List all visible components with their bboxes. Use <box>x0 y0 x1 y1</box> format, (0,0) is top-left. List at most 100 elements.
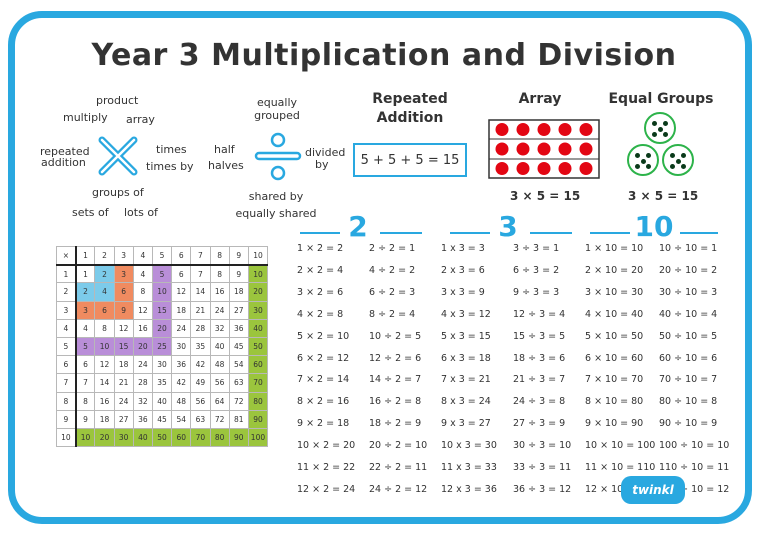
word-sets-of: sets of <box>72 206 109 219</box>
table-fact: 30 ÷ 10 = 3 <box>659 286 718 298</box>
grid-row-header: 5 <box>55 336 77 357</box>
array-dot <box>537 162 551 175</box>
table-3-number: 3 <box>498 210 518 243</box>
table-fact: 10 x 3 = 30 <box>441 440 497 452</box>
grid-cell: 81 <box>228 409 249 429</box>
equal-groups-equation: 3 × 5 = 15 <box>628 189 699 203</box>
grid-column-header: 10 <box>247 245 269 266</box>
table-fact: 22 ÷ 2 = 11 <box>369 462 428 474</box>
table-10-multiplication-column: 1 × 10 = 10 2 × 10 = 20 3 × 10 = 30 4 × 10 … <box>585 238 655 501</box>
grid-cell: 42 <box>171 373 192 393</box>
table-fact: 70 ÷ 10 = 7 <box>659 374 718 386</box>
grid-corner: × <box>55 245 77 266</box>
table-fact: 10 × 2 = 20 <box>297 440 356 452</box>
table-10-division-column: 10 ÷ 10 = 1 20 ÷ 10 = 2 30 ÷ 10 = 3 40 ÷ 10… <box>659 238 729 501</box>
table-fact: 6 ÷ 2 = 3 <box>369 286 416 298</box>
word-multiply: multiply <box>63 111 108 124</box>
word-groups-of: groups of <box>92 186 144 199</box>
grid-cell: 72 <box>228 391 249 411</box>
table-fact: 10 ÷ 2 = 5 <box>369 330 422 342</box>
grid-column-header: 4 <box>132 245 153 266</box>
table-fact: 8 × 10 = 80 <box>585 396 644 408</box>
table-3-rule-right <box>530 232 572 234</box>
table-fact: 2 × 10 = 20 <box>585 264 644 276</box>
array-dot <box>516 162 530 175</box>
table-fact: 40 ÷ 10 = 4 <box>659 308 718 320</box>
table-fact: 5 × 2 = 10 <box>297 330 350 342</box>
grid-cell: 54 <box>171 409 192 429</box>
word-grouped: grouped <box>254 109 300 122</box>
grid-row-header: 10 <box>55 427 77 448</box>
table-fact: 9 × 10 = 90 <box>585 418 644 430</box>
table-fact: 11 × 10 = 110 <box>585 462 656 474</box>
grid-cell: 70 <box>190 427 211 448</box>
grid-cell: 63 <box>190 409 211 429</box>
table-fact: 60 ÷ 10 = 6 <box>659 352 718 364</box>
word-by: by <box>315 158 329 171</box>
grid-cell: 18 <box>113 355 134 375</box>
group-circle <box>627 144 659 176</box>
grid-cell: 2 <box>75 282 96 302</box>
grid-cell: 6 <box>171 264 192 284</box>
grid-cell: 12 <box>94 355 115 375</box>
table-fact: 12 x 3 = 36 <box>441 483 497 495</box>
table-fact: 100 ÷ 10 = 10 <box>659 440 730 452</box>
table-fact: 90 ÷ 10 = 9 <box>659 418 718 430</box>
grid-column-header: 9 <box>228 245 249 266</box>
grid-cell: 16 <box>209 282 230 302</box>
table-fact: 50 ÷ 10 = 5 <box>659 330 718 342</box>
grid-cell: 24 <box>209 300 230 320</box>
grid-cell: 21 <box>113 373 134 393</box>
word-shared-by: shared by <box>248 190 304 203</box>
array-equation: 3 × 5 = 15 <box>510 189 581 203</box>
table-fact: 3 × 2 = 6 <box>297 286 344 298</box>
grid-cell: 8 <box>132 282 153 302</box>
grid-cell: 20 <box>247 282 269 302</box>
table-10-rule-left <box>590 232 630 234</box>
array-heading: Array <box>518 91 562 107</box>
table-fact: 14 ÷ 2 = 7 <box>369 374 422 386</box>
repeated-addition-equation: 5 + 5 + 5 = 15 <box>353 143 467 177</box>
grid-cell: 18 <box>228 282 249 302</box>
grid-cell: 14 <box>190 282 211 302</box>
divide-icon <box>254 132 302 181</box>
grid-cell: 10 <box>247 264 269 284</box>
grid-cell: 49 <box>190 373 211 393</box>
table-fact: 3 × 10 = 30 <box>585 286 644 298</box>
grid-cell: 60 <box>247 355 269 375</box>
table-fact: 2 × 2 = 4 <box>297 264 344 276</box>
grid-cell: 40 <box>247 318 269 338</box>
page-title: Year 3 Multiplication and Division <box>91 38 677 73</box>
array-dot <box>516 142 530 156</box>
grid-cell: 10 <box>94 336 115 357</box>
grid-cell: 15 <box>113 336 134 357</box>
word-equally-shared: equally shared <box>235 207 317 220</box>
grid-cell: 90 <box>228 427 249 448</box>
grid-column-header: 7 <box>190 245 211 266</box>
repeated-addition-heading-2: Addition <box>376 110 444 126</box>
grid-cell: 28 <box>132 373 153 393</box>
grid-cell: 60 <box>171 427 192 448</box>
grid-cell: 36 <box>132 409 153 429</box>
grid-cell: 24 <box>171 318 192 338</box>
grid-column-header: 2 <box>94 245 115 266</box>
page-border <box>8 11 752 524</box>
grid-cell: 3 <box>113 264 134 284</box>
table-fact: 1 × 2 = 2 <box>297 243 344 254</box>
grid-cell: 35 <box>190 336 211 357</box>
table-fact: 7 × 2 = 14 <box>297 374 350 386</box>
repeated-addition-heading-1: Repeated <box>372 91 448 107</box>
table-2-number: 2 <box>348 210 368 243</box>
grid-cell: 4 <box>132 264 153 284</box>
table-fact: 6 x 3 = 18 <box>441 352 491 364</box>
grid-column-header: 8 <box>209 245 230 266</box>
table-3-rule-left <box>450 232 490 234</box>
group-counter <box>669 163 675 169</box>
multiply-icon <box>98 136 138 176</box>
table-fact: 120 ÷ 10 = 12 <box>659 483 730 495</box>
grid-cell: 9 <box>113 300 134 320</box>
grid-row-header: 2 <box>55 282 77 302</box>
grid-cell: 80 <box>209 427 230 448</box>
grid-cell: 8 <box>75 391 96 411</box>
grid-cell: 20 <box>94 427 115 448</box>
